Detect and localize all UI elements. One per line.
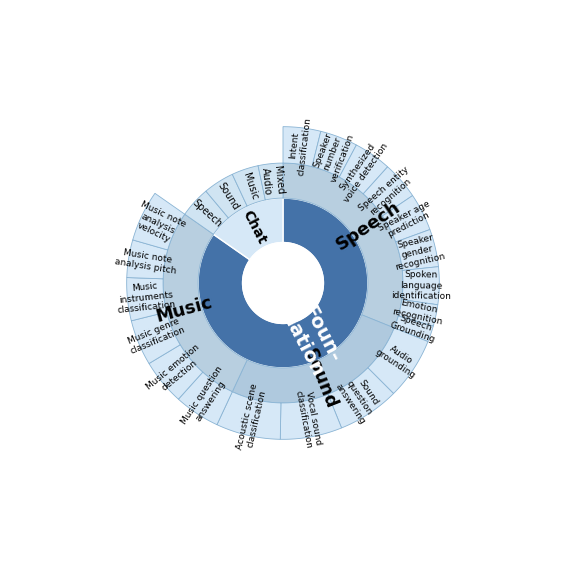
Polygon shape — [280, 394, 341, 439]
Polygon shape — [127, 240, 168, 279]
Text: Speech: Speech — [191, 198, 224, 230]
Text: Speech
Grounding: Speech Grounding — [388, 311, 439, 345]
Text: Music emotion
detection: Music emotion detection — [145, 342, 208, 400]
Text: Music note
analysis
velocity: Music note analysis velocity — [130, 199, 187, 247]
Text: Audio
grounding: Audio grounding — [374, 338, 423, 380]
Text: Music: Music — [154, 293, 215, 325]
Text: Spoken
language
identification: Spoken language identification — [391, 270, 451, 301]
Text: Speaker
number
verification: Speaker number verification — [310, 125, 355, 183]
Text: Mixed
Audio: Mixed Audio — [260, 166, 285, 196]
Polygon shape — [133, 194, 185, 250]
Text: Foun-
dation: Foun- dation — [277, 298, 346, 379]
Polygon shape — [127, 277, 166, 321]
Text: Sound
question
answering: Sound question answering — [334, 371, 384, 426]
Text: Vocal sound
classification: Vocal sound classification — [293, 388, 323, 449]
Polygon shape — [217, 392, 281, 439]
Polygon shape — [283, 163, 403, 328]
Text: Sound: Sound — [216, 181, 241, 212]
Text: Intent
classification: Intent classification — [286, 115, 313, 176]
Polygon shape — [368, 328, 428, 393]
Text: Speech entity
recognition: Speech entity recognition — [357, 164, 417, 220]
Polygon shape — [383, 196, 430, 242]
Text: Music
instruments
classification: Music instruments classification — [115, 280, 177, 315]
Polygon shape — [398, 299, 438, 326]
Polygon shape — [149, 345, 203, 399]
Text: Acoustic scene
classification: Acoustic scene classification — [235, 383, 269, 453]
Polygon shape — [131, 312, 180, 363]
Text: Sound: Sound — [301, 345, 341, 411]
Text: Music note
analysis pitch: Music note analysis pitch — [114, 247, 179, 276]
Polygon shape — [283, 127, 321, 166]
Polygon shape — [232, 166, 265, 206]
Polygon shape — [198, 198, 368, 368]
Text: Emotion
recognition: Emotion recognition — [391, 297, 445, 327]
Text: Speech: Speech — [332, 198, 404, 254]
Polygon shape — [163, 214, 247, 392]
Polygon shape — [394, 316, 433, 341]
Text: Synthesized
voice detection: Synthesized voice detection — [334, 136, 391, 204]
Polygon shape — [213, 198, 283, 260]
Polygon shape — [312, 131, 357, 177]
Polygon shape — [402, 267, 439, 305]
Polygon shape — [185, 191, 229, 234]
Polygon shape — [232, 315, 394, 403]
Polygon shape — [328, 368, 393, 428]
Text: Music: Music — [241, 171, 260, 201]
Circle shape — [243, 243, 323, 323]
Polygon shape — [363, 167, 413, 216]
Text: Music question
answering: Music question answering — [180, 365, 234, 432]
Polygon shape — [339, 145, 388, 194]
Polygon shape — [396, 230, 439, 271]
Text: Speaker age
prediction: Speaker age prediction — [376, 199, 436, 242]
Polygon shape — [206, 174, 247, 218]
Text: Music genre
classification: Music genre classification — [125, 316, 186, 356]
Text: Speaker
gender
recognition: Speaker gender recognition — [389, 231, 446, 272]
Polygon shape — [258, 163, 283, 200]
Text: Chat: Chat — [239, 208, 269, 247]
Polygon shape — [178, 372, 232, 424]
